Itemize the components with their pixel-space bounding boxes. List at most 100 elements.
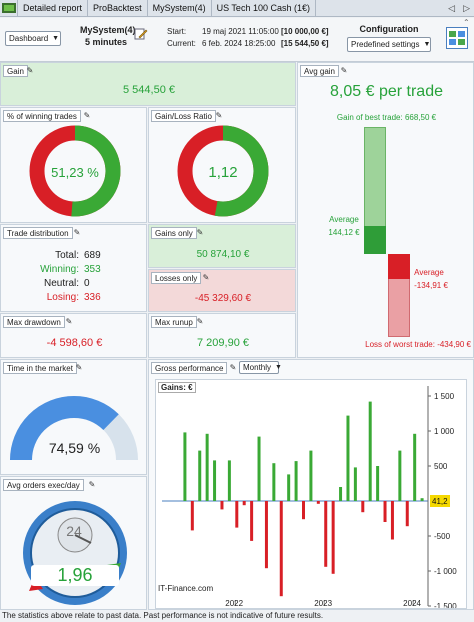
pin-icon[interactable]: ✎ (73, 227, 81, 237)
gross-bar (235, 501, 239, 528)
disclaimer: The statistics above relate to past data… (0, 611, 474, 622)
gross-bar (279, 501, 283, 597)
distribution-panel: Trade distribution ✎ Total: 689 Winning:… (0, 224, 147, 312)
time-gauge-fill (10, 396, 138, 461)
gainloss-donut (177, 125, 269, 217)
gains-only-title: Gains only (151, 227, 197, 239)
config-select[interactable]: Predefined settings ▼ (347, 37, 431, 52)
gross-bar (183, 432, 187, 501)
system-name: MySystem(4) (80, 25, 136, 35)
pin-icon[interactable]: ✎ (202, 272, 210, 282)
avg-orders-panel: Avg orders exec/day ✎ 24 1,96 (0, 476, 147, 610)
edit-icon[interactable] (134, 27, 148, 41)
app-logo-icon (0, 0, 18, 16)
period-select-value: Monthly (243, 363, 272, 372)
last-value-marker (430, 495, 450, 507)
time-in-market-panel: Time in the market ✎ 74,59 % (0, 359, 147, 475)
gross-bar (346, 415, 350, 501)
max-drawdown-value: -4 598,60 € (46, 337, 103, 349)
avg-loss-bar (388, 254, 410, 279)
pin-icon[interactable]: ✎ (88, 479, 96, 489)
avg-win-bar (364, 226, 386, 254)
collapse-icon[interactable]: ⌃ (463, 18, 470, 27)
total-label: Total: (55, 250, 79, 261)
gross-bar (302, 501, 305, 520)
pin-icon[interactable]: ✎ (215, 110, 223, 120)
tab-next-button[interactable]: ▷ (463, 2, 470, 13)
gross-bar (361, 501, 365, 513)
pin-icon[interactable]: ✎ (196, 316, 204, 326)
start-label: Start: (167, 27, 187, 36)
y-tick-label: -500 (434, 532, 451, 541)
chevron-down-icon: ▼ (423, 41, 431, 48)
tab-probacktest[interactable]: ProBacktest (88, 0, 148, 16)
current-capital: [15 544,50 €] (281, 39, 329, 48)
gross-chart-area: Gains: € 1 500 1 000 500 -500 -1 000 -1 500 20… (155, 379, 467, 609)
gainloss-value: 1,12 (208, 164, 238, 181)
tab-detailed-report[interactable]: Detailed report (18, 0, 89, 16)
gainloss-title: Gain/Loss Ratio (151, 110, 216, 122)
losses-only-value: -45 329,60 € (194, 293, 252, 304)
winning-donut (29, 125, 121, 217)
x-tick-label: 2023 (314, 599, 332, 608)
gains-only-value: 50 874,10 € (196, 249, 250, 260)
max-runup-value: 7 209,90 € (197, 337, 249, 349)
distribution-title: Trade distribution (3, 227, 73, 239)
tab-us-tech[interactable]: US Tech 100 Cash (1€) (212, 0, 316, 16)
pin-icon[interactable]: ✎ (75, 362, 83, 372)
last-value-label: 41,2 (432, 497, 448, 506)
view-select[interactable]: Dashboard ▼ (5, 31, 61, 46)
period-select[interactable]: Monthly ▼ (239, 361, 282, 374)
winning-panel: % of winning trades ✎ 51,23 % (0, 107, 147, 223)
start-capital: [10 000,00 €] (281, 27, 329, 36)
gross-chart: 1 500 1 000 500 -500 -1 000 -1 500 2022 2023 202… (162, 386, 457, 608)
time-gauge (10, 396, 138, 461)
max-runup-panel: Max runup ✎ 7 209,90 € (148, 313, 296, 358)
pin-icon[interactable]: ✎ (26, 65, 34, 75)
config-title: Configuration (359, 24, 419, 34)
pin-icon[interactable]: ✎ (229, 362, 237, 372)
gross-panel: Gross performance ✎ Monthly ▼ Gains: € 1 … (148, 359, 474, 610)
total-value: 689 (84, 250, 101, 261)
x-tick-label: 2024 (403, 599, 421, 608)
gross-bar (227, 460, 231, 501)
y-tick-label: 500 (434, 462, 448, 471)
tab-bar: Detailed report ProBacktest MySystem(4) … (0, 0, 474, 17)
winning-value: 51,23 % (51, 165, 99, 180)
avg-loss-label: Average (414, 268, 444, 277)
gross-bar (390, 501, 394, 540)
gross-bar (220, 501, 224, 510)
gainloss-donut-gain (177, 125, 269, 217)
avg-gain-value: 8,05 € per trade (330, 83, 443, 100)
gross-bar (190, 501, 194, 531)
pin-icon[interactable]: ✎ (340, 65, 348, 75)
neutral-count: 0 (84, 278, 90, 289)
gross-bar (316, 501, 320, 504)
neutral-label: Neutral: (43, 278, 79, 289)
worst-trade-label: Loss of worst trade: -434,90 € (365, 340, 471, 349)
avg-orders-title: Avg orders exec/day (3, 479, 84, 491)
time-in-market-title: Time in the market (3, 362, 77, 374)
avg-orders-dial-icon (23, 501, 127, 605)
time-in-market-value: 74,59 % (48, 440, 101, 456)
gross-bar (294, 461, 298, 501)
gross-bar (242, 501, 246, 506)
gross-legend: Gains: € (158, 382, 196, 393)
y-tick-label: 1 000 (434, 427, 455, 436)
winning-count: 353 (84, 264, 101, 275)
gross-bar (309, 450, 313, 501)
avg-win-value: 144,12 € (328, 228, 360, 237)
gross-bar (257, 436, 261, 501)
pin-icon[interactable]: ✎ (196, 227, 204, 237)
gross-bar (353, 467, 357, 501)
settings-panel-icon[interactable] (446, 27, 468, 49)
tab-mysystem[interactable]: MySystem(4) (148, 0, 212, 16)
gross-bar (272, 463, 276, 501)
gain-title: Gain (3, 65, 28, 77)
tab-prev-button[interactable]: ◁ (448, 2, 456, 13)
current-label: Current: (167, 39, 196, 48)
pin-icon[interactable]: ✎ (83, 110, 91, 120)
start-date: 19 maj 2021 11:05:00 (202, 27, 279, 36)
pin-icon[interactable]: ✎ (65, 316, 73, 326)
current-date: 6 feb. 2024 18:25:00 (202, 39, 276, 48)
